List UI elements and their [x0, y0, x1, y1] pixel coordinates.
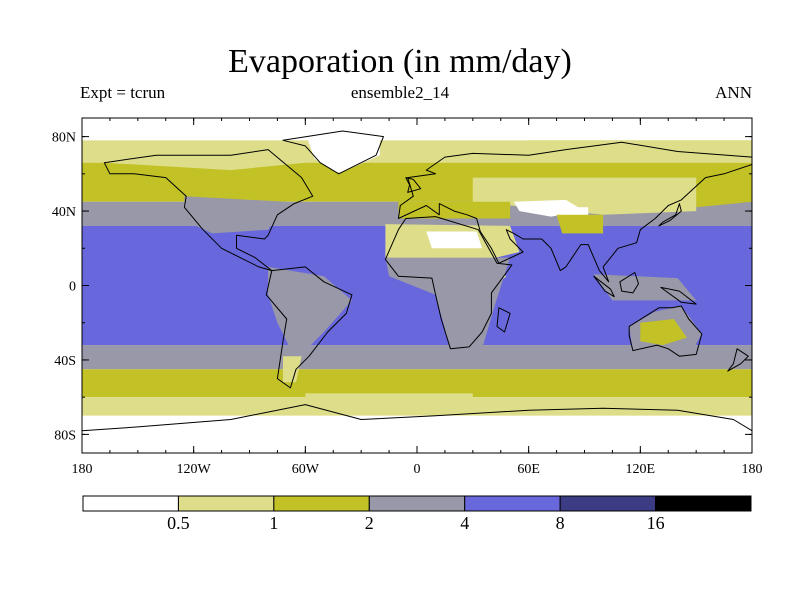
region-sahara-core — [426, 231, 483, 249]
region-south-america-land — [268, 266, 352, 360]
region-tibet — [556, 214, 604, 234]
y-tick-label: 40S — [54, 354, 76, 369]
map-axes: 180 120W 60W 0 60E 120E 180 80N 40N 0 40S 80S — [52, 118, 763, 477]
experiment-label: Expt = tcrun — [80, 83, 166, 102]
coastline-eurasia — [397, 141, 752, 283]
y-tick-label: 40N — [52, 205, 76, 220]
region-greenland — [305, 132, 380, 174]
region-indonesia-land — [593, 274, 697, 301]
colorbar-label: 4 — [460, 513, 469, 533]
colorbar-swatch-4 — [464, 495, 561, 512]
coastline-borneo — [619, 272, 639, 294]
colorbar-swatch-2 — [273, 495, 370, 512]
region-arctic-north-america — [104, 147, 306, 171]
y-tick-label: 80N — [52, 131, 76, 146]
coastline-madagascar — [496, 307, 511, 333]
band-5 — [82, 345, 752, 370]
coastline-uk — [405, 177, 422, 193]
x-tick-label: 120W — [177, 462, 212, 477]
coastline-australia — [628, 305, 703, 357]
coastline-japan — [658, 203, 682, 227]
chart-title: Evaporation (in mm/day) — [228, 43, 572, 80]
colorbar: 0.5 1 2 4 8 16 — [82, 495, 752, 533]
colorbar-swatch-1 — [177, 495, 275, 512]
x-tick-label: 180 — [742, 462, 763, 477]
band-6 — [82, 369, 752, 398]
contour-fields — [82, 118, 752, 453]
x-tick-label: 180 — [72, 462, 93, 477]
x-tick-label: 120E — [626, 462, 656, 477]
colorbar-swatch-6 — [655, 495, 752, 512]
y-tick-label: 0 — [69, 280, 76, 295]
colorbar-swatch-0 — [82, 495, 179, 512]
coastlines — [82, 130, 752, 453]
coastline-new-zealand — [727, 348, 749, 372]
region-north-pacific-high — [696, 183, 752, 208]
band-7 — [82, 397, 752, 416]
colorbar-label: 1 — [269, 513, 278, 533]
ensemble-label: ensemble2_14 — [350, 83, 450, 102]
coastline-africa — [384, 216, 513, 350]
region-north-atlantic-high — [305, 170, 473, 197]
colorbar-swatch-3 — [368, 495, 466, 512]
colorbar-label: 0.5 — [167, 513, 190, 533]
colorbar-label: 8 — [556, 513, 565, 533]
x-tick-label: 0 — [414, 462, 421, 477]
x-tick-label: 60E — [517, 462, 540, 477]
region-africa-land — [385, 257, 511, 349]
coastline-new-guinea — [660, 286, 697, 305]
colorbar-label: 16 — [647, 513, 665, 533]
coastline-sumatra — [593, 275, 615, 298]
coastline-antarctica — [82, 404, 752, 453]
coastline-south-america — [265, 266, 353, 389]
region-us-land — [184, 196, 287, 234]
colorbar-label: 2 — [365, 513, 374, 533]
region-arctic-siberia — [528, 140, 752, 163]
coastline-north-america — [103, 149, 314, 272]
x-tick-label: 60W — [292, 462, 320, 477]
region-southern-ocean-gap — [305, 393, 473, 405]
coastline-greenland — [282, 130, 384, 175]
band-0 — [82, 118, 752, 141]
colorbar-swatch-5 — [559, 495, 657, 512]
season-label: ANN — [715, 83, 752, 102]
region-australia-interior — [640, 319, 687, 346]
y-tick-label: 80S — [54, 428, 76, 443]
region-patagonia — [283, 356, 302, 383]
